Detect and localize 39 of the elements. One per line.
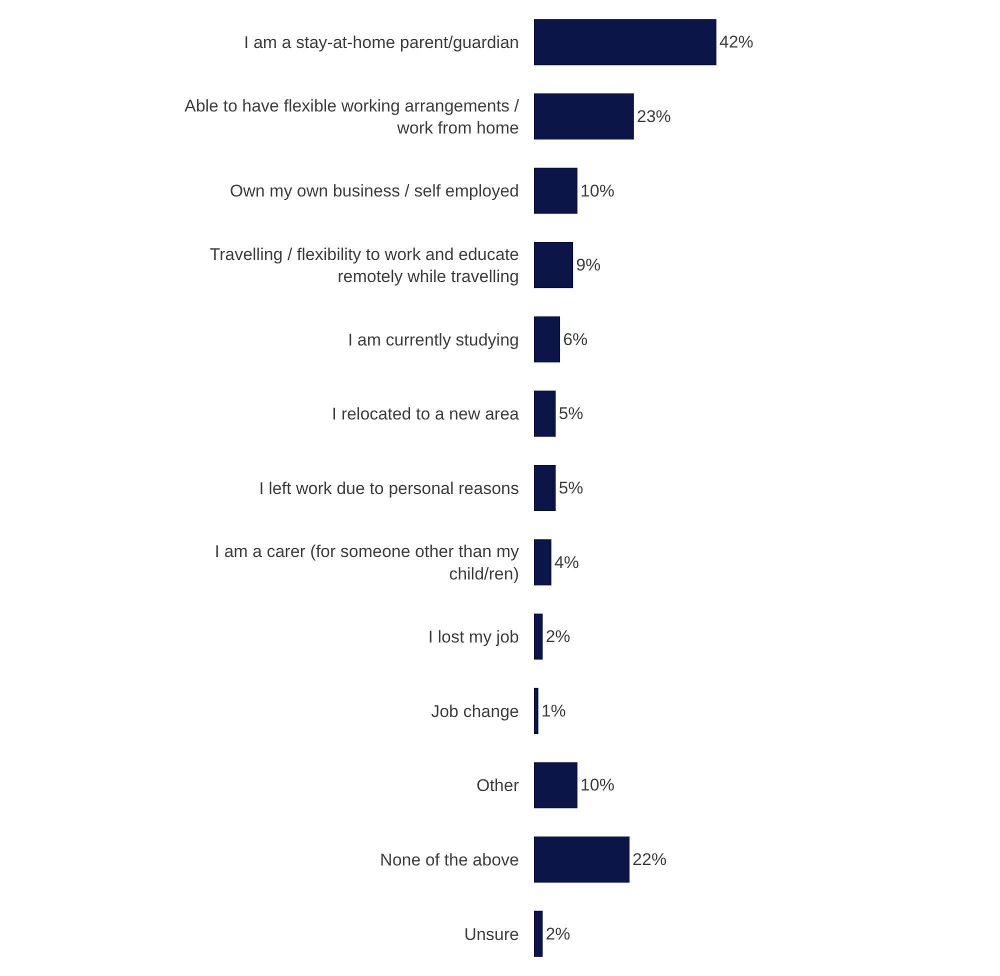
data-label: 10%: [580, 776, 614, 795]
data-label: 22%: [632, 850, 667, 870]
bar: [534, 614, 543, 660]
data-label: 2%: [546, 924, 570, 944]
data-label: 10%: [580, 181, 614, 200]
y-tick-label: I left work due to personal reasons: [259, 478, 519, 498]
bar: [534, 168, 578, 214]
y-tick-label: I am currently studying: [348, 330, 519, 350]
data-label: 5%: [558, 404, 584, 424]
bar: [534, 688, 538, 734]
y-tick-label: I lost my job: [428, 628, 519, 647]
bar: [534, 390, 556, 437]
y-tick-label: None of the above: [380, 850, 519, 870]
bar: [534, 539, 552, 586]
bar: [534, 242, 574, 288]
y-tick-label: I am a stay-at-home parent/guardian: [244, 33, 519, 52]
y-tick-label: I relocated to a new area: [332, 404, 520, 424]
data-label: 5%: [558, 478, 584, 498]
data-label: 9%: [576, 256, 601, 275]
y-tick-label: Own my own business / self employed: [230, 182, 519, 201]
bar: [534, 762, 578, 808]
bar: [534, 836, 630, 883]
y-tick-label: Unsure: [464, 924, 519, 944]
bar: [534, 910, 543, 957]
y-tick-label: Travelling / flexibility to work and educate remotely while travelling: [210, 244, 519, 286]
y-tick-label: Able to have flexible working arrangements / work from home: [184, 96, 520, 138]
bar: [534, 93, 634, 140]
bar: [534, 19, 716, 66]
y-tick-label: I am a carer (for someone other than my child/ren): [214, 542, 520, 584]
data-label: 42%: [719, 32, 754, 52]
y-tick-label: Job change: [431, 702, 519, 721]
data-label: 1%: [541, 701, 566, 720]
data-label: 23%: [636, 106, 671, 126]
data-label: 2%: [546, 627, 570, 646]
y-tick-label: Other: [476, 776, 520, 796]
data-label: 6%: [563, 330, 588, 349]
bar: [534, 464, 556, 512]
bar: [534, 316, 560, 362]
data-label: 4%: [554, 552, 579, 572]
